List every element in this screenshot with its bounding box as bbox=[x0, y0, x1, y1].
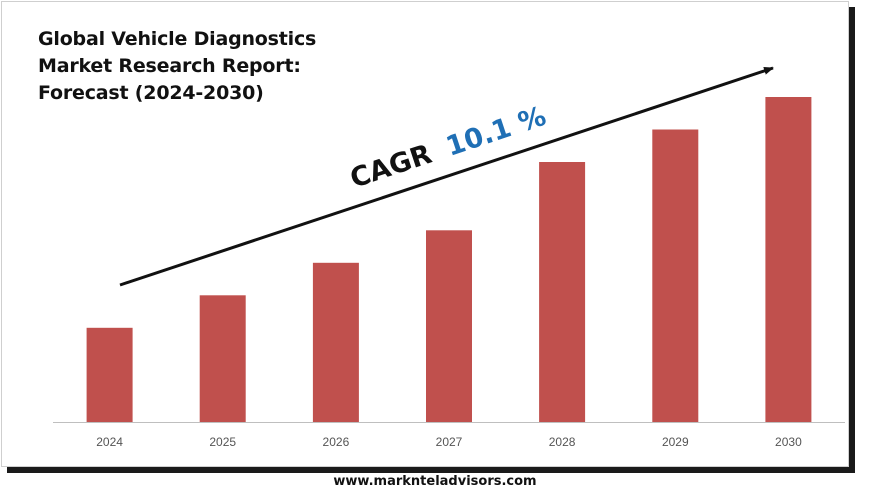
x-tick-label-2030: 2030 bbox=[775, 435, 802, 449]
chart-title-line-2: Market Research Report: bbox=[38, 55, 301, 77]
bar-2030 bbox=[765, 97, 812, 422]
x-tick-labels: 2024 2025 2026 2027 2028 2029 2030 bbox=[96, 435, 802, 449]
x-tick-label-2028: 2028 bbox=[549, 435, 576, 449]
cagr-value: 10.1 % bbox=[442, 101, 550, 163]
x-tick-label-2024: 2024 bbox=[96, 435, 123, 449]
x-tick-label-2027: 2027 bbox=[436, 435, 463, 449]
chart-title-line-1: Global Vehicle Diagnostics bbox=[38, 28, 317, 50]
bars-group bbox=[86, 97, 812, 423]
website-url: www.marknteladvisors.com bbox=[333, 474, 537, 489]
growth-trend-arrow bbox=[119, 66, 774, 287]
x-tick-label-2025: 2025 bbox=[209, 435, 236, 449]
cagr-annotation: CAGR 10.1 % bbox=[346, 101, 550, 195]
bar-2027 bbox=[426, 230, 472, 423]
chart-title: Global Vehicle Diagnostics Market Resear… bbox=[38, 26, 316, 107]
x-tick-label-2026: 2026 bbox=[323, 435, 350, 449]
bar-2025 bbox=[199, 295, 246, 423]
cagr-label: CAGR bbox=[346, 139, 435, 195]
bar-2024 bbox=[86, 327, 133, 423]
chart-frame bbox=[1, 1, 849, 467]
bar-2028 bbox=[539, 162, 586, 422]
chart-title-line-3: Forecast (2024-2030) bbox=[38, 82, 264, 104]
bar-2026 bbox=[312, 262, 359, 423]
x-tick-label-2029: 2029 bbox=[662, 435, 689, 449]
bar-2029 bbox=[652, 129, 699, 422]
